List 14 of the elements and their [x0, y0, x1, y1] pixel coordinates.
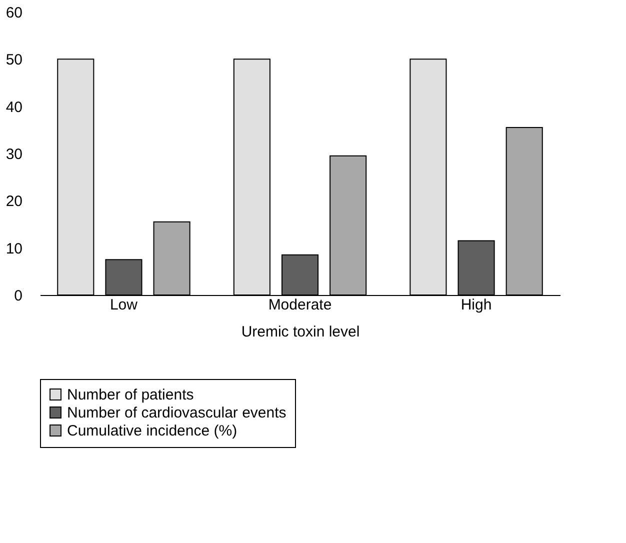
legend-label: Number of patients — [67, 386, 194, 404]
x-tick-label: Moderate — [268, 296, 332, 314]
y-tick-label: 40 — [6, 98, 22, 116]
x-axis-title: Uremic toxin level — [241, 324, 360, 340]
x-tick-label: Low — [110, 296, 138, 314]
legend-label: Number of cardiovascular events — [67, 404, 286, 422]
y-tick-label: 20 — [6, 193, 22, 210]
x-tick-label: High — [460, 296, 492, 314]
y-tick-label: 30 — [6, 146, 22, 163]
y-tick-label: 10 — [6, 240, 22, 258]
legend-label: Cumulative incidence (%) — [67, 422, 238, 440]
y-tick-label: 60 — [6, 4, 22, 22]
y-tick-label: 0 — [14, 288, 22, 304]
y-tick-label: 50 — [6, 52, 22, 69]
